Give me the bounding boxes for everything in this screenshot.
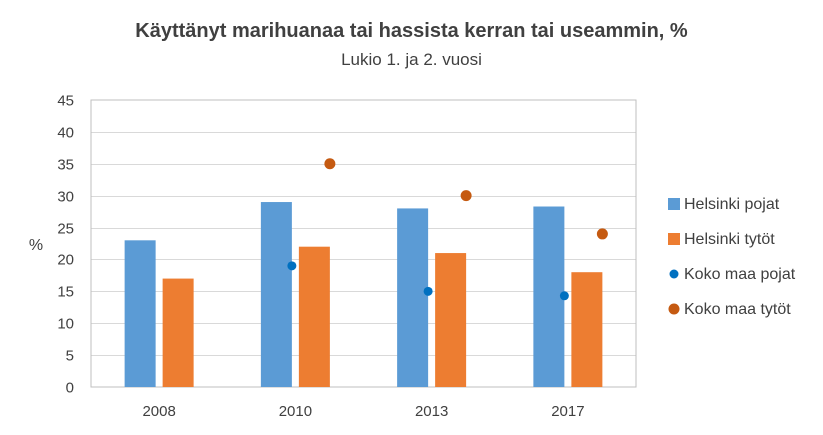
bar-helsinki-tytöt-2010 bbox=[298, 246, 330, 387]
point-koko-maa-pojat-2017 bbox=[559, 291, 569, 301]
points bbox=[287, 158, 608, 301]
y-axis-ticks: 0 5 10 15 20 25 30 35 40 45 bbox=[57, 93, 74, 397]
legend-marker bbox=[669, 269, 679, 279]
x-tick-label: 2017 bbox=[551, 403, 584, 420]
x-axis-ticks: 2008 2010 2013 2017 bbox=[142, 403, 584, 420]
y-tick-label: 45 bbox=[57, 93, 74, 110]
point-koko-maa-pojat-2010 bbox=[287, 261, 297, 271]
point-koko-maa-pojat-2013 bbox=[423, 286, 433, 296]
bar-helsinki-tytöt-2013 bbox=[435, 253, 467, 387]
bar-helsinki-tytöt-2017 bbox=[571, 272, 603, 387]
y-tick-label: 40 bbox=[57, 125, 74, 142]
legend-label: Koko maa pojat bbox=[684, 266, 796, 283]
y-tick-label: 5 bbox=[66, 348, 74, 365]
y-tick-label: 15 bbox=[57, 284, 74, 301]
point-koko-maa-tytöt-2017 bbox=[596, 228, 608, 240]
y-axis-label: % bbox=[29, 237, 43, 254]
legend-label: Helsinki tytöt bbox=[684, 231, 775, 248]
bar-helsinki-tytöt-2008 bbox=[162, 278, 194, 387]
bar-helsinki-pojat-2010 bbox=[260, 202, 292, 387]
plot-area bbox=[90, 99, 637, 388]
legend-swatch bbox=[668, 198, 680, 210]
legend-swatch bbox=[668, 233, 680, 245]
bar-helsinki-pojat-2017 bbox=[533, 206, 565, 387]
y-tick-label: 0 bbox=[66, 380, 74, 397]
bars bbox=[124, 202, 603, 387]
y-tick-label: 10 bbox=[57, 316, 74, 333]
chart-subtitle: Lukio 1. ja 2. vuosi bbox=[341, 50, 482, 69]
legend-label: Koko maa tytöt bbox=[684, 301, 791, 318]
chart-title: Käyttänyt marihuanaa tai hassista kerran… bbox=[135, 20, 688, 42]
x-tick-label: 2013 bbox=[415, 403, 448, 420]
x-tick-label: 2010 bbox=[279, 403, 312, 420]
bar-helsinki-pojat-2013 bbox=[397, 208, 429, 387]
point-koko-maa-tytöt-2010 bbox=[324, 158, 336, 170]
legend-label: Helsinki pojat bbox=[684, 196, 780, 213]
x-tick-label: 2008 bbox=[142, 403, 175, 420]
y-tick-label: 20 bbox=[57, 252, 74, 269]
y-tick-label: 30 bbox=[57, 189, 74, 206]
point-koko-maa-tytöt-2013 bbox=[460, 190, 472, 202]
legend-marker bbox=[668, 303, 680, 315]
legend: Helsinki pojat Helsinki tytöt Koko maa poj… bbox=[668, 196, 796, 318]
bar-helsinki-pojat-2008 bbox=[124, 240, 156, 387]
y-tick-label: 35 bbox=[57, 157, 74, 174]
y-tick-label: 25 bbox=[57, 221, 74, 238]
